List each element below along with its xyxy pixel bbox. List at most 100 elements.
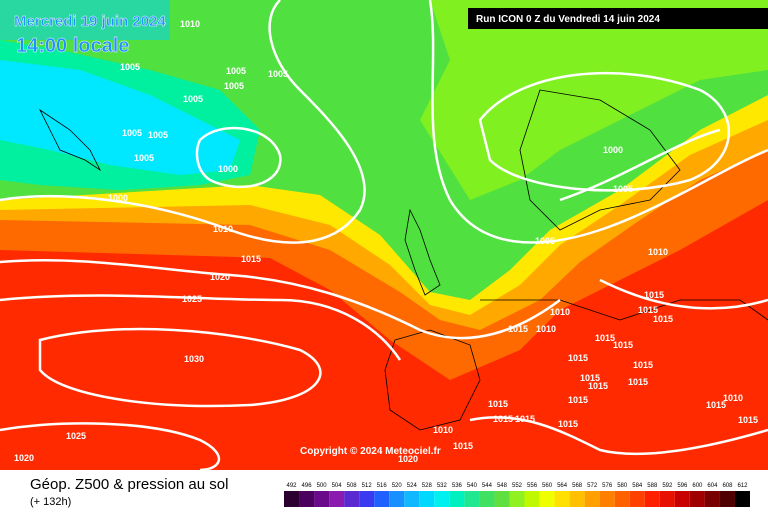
scale-swatch — [644, 491, 660, 507]
isobar-label: 1015 — [628, 377, 648, 387]
scale-swatch — [314, 491, 330, 507]
isobars — [0, 0, 768, 456]
isobar-label: 1010 — [433, 425, 453, 435]
scale-swatch — [554, 491, 570, 507]
isobar-label: 1015 — [453, 441, 473, 451]
scale-swatch — [584, 491, 600, 507]
scale-label: 568 — [572, 483, 583, 489]
scale-label: 516 — [377, 483, 388, 489]
isobar-label: 1030 — [184, 354, 204, 364]
scale-swatch — [614, 491, 630, 507]
scale-label: 576 — [602, 483, 613, 489]
scale-swatch — [419, 491, 435, 507]
isobar-label: 1015 — [706, 400, 726, 410]
scale-label: 548 — [497, 483, 508, 489]
scale-swatch — [329, 491, 345, 507]
isobar-label: 1025 — [182, 294, 202, 304]
scale-swatch — [359, 491, 375, 507]
isobar-label: 1015 — [633, 360, 653, 370]
scale-label: 584 — [632, 483, 643, 489]
isobar-labels: 1010 1005 1005 1005 1005 1005 1005 1005 1005 1000… — [14, 19, 758, 464]
scale-label: 552 — [512, 483, 523, 489]
scale-swatch — [344, 491, 360, 507]
scale-label: 528 — [422, 483, 433, 489]
isobar-label: 1020 — [398, 454, 418, 464]
scale-swatch — [404, 491, 420, 507]
scale-label: 612 — [737, 483, 748, 489]
isobar-label: 1015 — [488, 399, 508, 409]
scale-label: 524 — [407, 483, 418, 489]
isobar-label: 1015 — [613, 340, 633, 350]
isobar-label: 1005 — [122, 128, 142, 138]
scale-swatch — [659, 491, 675, 507]
isobar-label: 1015 — [738, 415, 758, 425]
isobar-label: 1005 — [268, 69, 288, 79]
isobar-label: 1005 — [224, 81, 244, 91]
isobar-label: 1005 — [613, 184, 633, 194]
scale-label: 604 — [707, 483, 718, 489]
isobar-label: 1020 — [14, 453, 34, 463]
scale-swatch — [434, 491, 450, 507]
scale-label: 504 — [332, 483, 343, 489]
run-label: Run ICON 0 Z du Vendredi 14 juin 2024 — [476, 14, 660, 25]
scale-swatch — [734, 491, 750, 507]
copyright: Copyright © 2024 Meteociel.fr — [300, 446, 441, 457]
isobar-label: 1005 — [148, 130, 168, 140]
forecast-time: 14:00 locale — [16, 35, 129, 57]
isobar-label: 1010 — [723, 393, 743, 403]
scale-swatch — [464, 491, 480, 507]
isobar-label: 1005 — [535, 236, 555, 246]
scale-swatch — [704, 491, 720, 507]
isobar-label: 1005 — [120, 62, 140, 72]
scale-swatch — [539, 491, 555, 507]
isobar-label: 1010 — [213, 224, 233, 234]
map-background — [0, 0, 768, 470]
scale-label: 580 — [617, 483, 628, 489]
isobar-label: 1015 — [644, 290, 664, 300]
isobar-label: 1000 — [218, 164, 238, 174]
scale-label: 588 — [647, 483, 658, 489]
isobar-label: 1010 — [550, 307, 570, 317]
isobar-label: 1015 — [580, 373, 600, 383]
forecast-date: Mercredi 19 juin 2024 — [14, 13, 166, 30]
isobar-label: 1010 — [648, 247, 668, 257]
scale-label: 492 — [287, 483, 298, 489]
run-box — [468, 8, 768, 29]
isobar-label: 1005 — [134, 153, 154, 163]
isobar-label: 1025 — [66, 431, 86, 441]
isobar-label: 1010 — [180, 19, 200, 29]
scale-label: 592 — [662, 483, 673, 489]
scale-label: 544 — [482, 483, 493, 489]
scale-swatch — [599, 491, 615, 507]
scale-label: 512 — [362, 483, 373, 489]
coastlines — [38, 89, 768, 431]
isobar-label: 1015 — [588, 381, 608, 391]
scale-label: 536 — [452, 483, 463, 489]
isobar-label: 1015 — [558, 419, 578, 429]
isobar-label: 1015 — [508, 324, 528, 334]
isobar-label: 1015 — [653, 314, 673, 324]
isobar-label: 1015 — [493, 414, 513, 424]
scale-swatch — [479, 491, 495, 507]
scale-swatch — [524, 491, 540, 507]
isobar-label: 1015 — [241, 254, 261, 264]
scale-label: 564 — [557, 483, 568, 489]
scale-swatch — [284, 491, 300, 507]
scale-swatch — [689, 491, 705, 507]
isobar-label: 1000 — [603, 145, 623, 155]
color-scale: 492 496 500 504 508 512 516 520 524 528 532 536 540 5… — [284, 483, 750, 507]
scale-label: 520 — [392, 483, 403, 489]
scale-label: 496 — [302, 483, 313, 489]
isobar-label: 1015 — [568, 395, 588, 405]
scale-swatch — [389, 491, 405, 507]
isobar-label: 1005 — [183, 94, 203, 104]
scale-label: 596 — [677, 483, 688, 489]
scale-label: 608 — [722, 483, 733, 489]
footer-subtitle: (+ 132h) — [30, 496, 71, 508]
scale-swatch — [629, 491, 645, 507]
scale-swatch — [494, 491, 510, 507]
scale-swatch — [719, 491, 735, 507]
isobar-label: 1000 — [108, 193, 128, 203]
isobar-label: 1015 — [568, 353, 588, 363]
